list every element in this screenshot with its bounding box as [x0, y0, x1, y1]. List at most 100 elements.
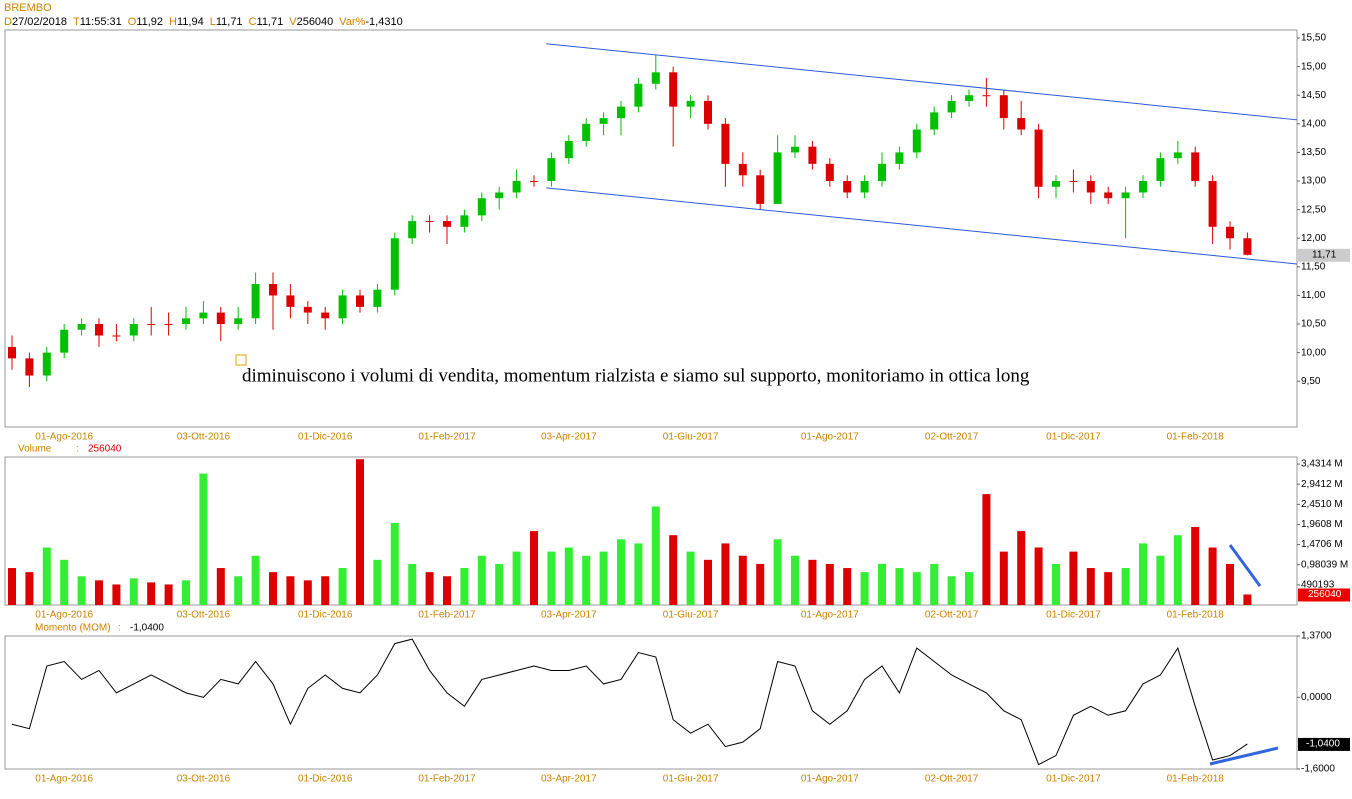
y-tick-label: 14,00 — [1301, 118, 1326, 129]
volume-bar — [199, 473, 208, 605]
field-value: 256040 — [296, 16, 334, 28]
volume-bar — [634, 543, 643, 605]
candle-body — [147, 324, 156, 326]
field-value: 27/02/2018 — [11, 16, 68, 28]
volume-bar — [547, 551, 556, 605]
volume-bar — [564, 547, 573, 605]
volume-bar — [112, 584, 121, 605]
y-tick-label: 9,50 — [1301, 376, 1321, 387]
momentum-panel — [4, 635, 1298, 770]
volume-bar — [1104, 572, 1113, 605]
x-tick-label: 02-Ott-2017 — [925, 610, 979, 621]
volume-bar — [408, 563, 417, 605]
last-price-tag — [1298, 248, 1350, 262]
trendline — [546, 43, 1298, 121]
candle-body — [791, 146, 799, 153]
y-tick-label: 1,3700 — [1301, 631, 1332, 642]
candle-body — [564, 140, 573, 159]
volume-tag-label: 256040 — [1308, 589, 1342, 600]
x-tick-label: 01-Dic-2016 — [298, 432, 353, 443]
x-tick-label: 03-Ott-2016 — [177, 774, 231, 785]
volume-bar — [443, 576, 451, 605]
candle-body — [112, 335, 121, 337]
last-price-label: 11,71 — [1312, 249, 1337, 260]
momentum-current: -1,0400 — [130, 623, 164, 634]
volume-bar — [1208, 547, 1217, 605]
candle-body — [617, 106, 625, 119]
field-key: L — [209, 16, 216, 28]
candle-body — [338, 295, 347, 319]
momentum-tag — [1298, 737, 1350, 751]
volume-bar — [8, 568, 16, 605]
y-tick-label: 10,50 — [1301, 319, 1326, 330]
candle-body — [1191, 152, 1200, 182]
volume-bar — [669, 535, 678, 605]
volume-tag — [1298, 588, 1350, 602]
y-tick-label: 13,50 — [1301, 147, 1326, 158]
candle-body — [582, 123, 591, 141]
volume-bar — [95, 580, 103, 605]
volume-bar — [738, 555, 747, 605]
x-tick-label: 01-Dic-2016 — [298, 610, 353, 621]
volume-bar — [321, 576, 330, 605]
candle-body — [1017, 118, 1026, 130]
volume-bar — [843, 568, 852, 605]
x-tick-label: 01-Feb-2017 — [418, 610, 476, 621]
volume-bar — [1017, 531, 1026, 605]
candle-body — [477, 198, 486, 216]
volume-bar — [1086, 568, 1095, 605]
candle-body — [1121, 192, 1130, 199]
x-tick-label: 01-Dic-2017 — [1046, 432, 1101, 443]
candle-body — [1226, 226, 1234, 239]
candle-body — [669, 72, 678, 107]
volume-bar — [25, 572, 34, 605]
x-tick-label: 01-Giu-2017 — [663, 774, 719, 785]
candle-body — [895, 152, 904, 164]
x-tick-label: 01-Ago-2016 — [35, 774, 93, 785]
volume-bar — [251, 555, 260, 605]
candle-body — [234, 318, 243, 325]
candle-body — [947, 100, 956, 113]
volume-bar — [965, 572, 973, 605]
x-tick-label: 03-Apr-2017 — [541, 774, 597, 785]
candle-body — [286, 295, 295, 307]
x-tick-label: 01-Ago-2016 — [35, 432, 93, 443]
candle-body — [530, 181, 538, 183]
x-tick-label: 01-Dic-2017 — [1046, 774, 1101, 785]
candle-body — [251, 283, 260, 319]
x-tick-label: 01-Dic-2017 — [1046, 610, 1101, 621]
volume-bar — [286, 576, 295, 605]
volume-bar — [129, 578, 138, 605]
volume-bar — [1139, 543, 1147, 605]
x-tick-label: 01-Feb-2018 — [1167, 610, 1225, 621]
volume-bar — [1173, 535, 1182, 605]
x-tick-label: 02-Ott-2017 — [925, 432, 979, 443]
y-tick-label: -1,6000 — [1301, 764, 1335, 775]
candle-body — [1052, 181, 1060, 187]
candle-body — [216, 312, 225, 325]
candle-body — [843, 181, 852, 193]
y-tick-label: 11,00 — [1301, 290, 1326, 301]
y-tick-label: 15,50 — [1301, 33, 1326, 44]
volume-bar — [460, 568, 469, 605]
volume-bar — [982, 494, 991, 605]
volume-bar — [999, 551, 1008, 605]
x-tick-label: 01-Feb-2018 — [1167, 774, 1225, 785]
symbol: BREMBO — [4, 2, 52, 14]
candle-body — [738, 163, 747, 176]
annotation-marker — [235, 354, 247, 366]
separator: : — [76, 444, 79, 455]
candle-body — [129, 324, 138, 336]
volume-bar — [356, 459, 364, 605]
field-value: 11:55:31 — [79, 16, 122, 28]
candle-body — [825, 163, 834, 182]
candle-body — [460, 215, 469, 227]
candle-body — [1069, 181, 1078, 183]
volume-bar — [721, 543, 730, 605]
volume-bar — [530, 531, 538, 605]
candle-body — [982, 95, 991, 97]
header: BREMBO D27/02/2018 T11:55:31 O11,92 H11,94 L… — [4, 1, 409, 29]
candle-body — [547, 158, 556, 182]
